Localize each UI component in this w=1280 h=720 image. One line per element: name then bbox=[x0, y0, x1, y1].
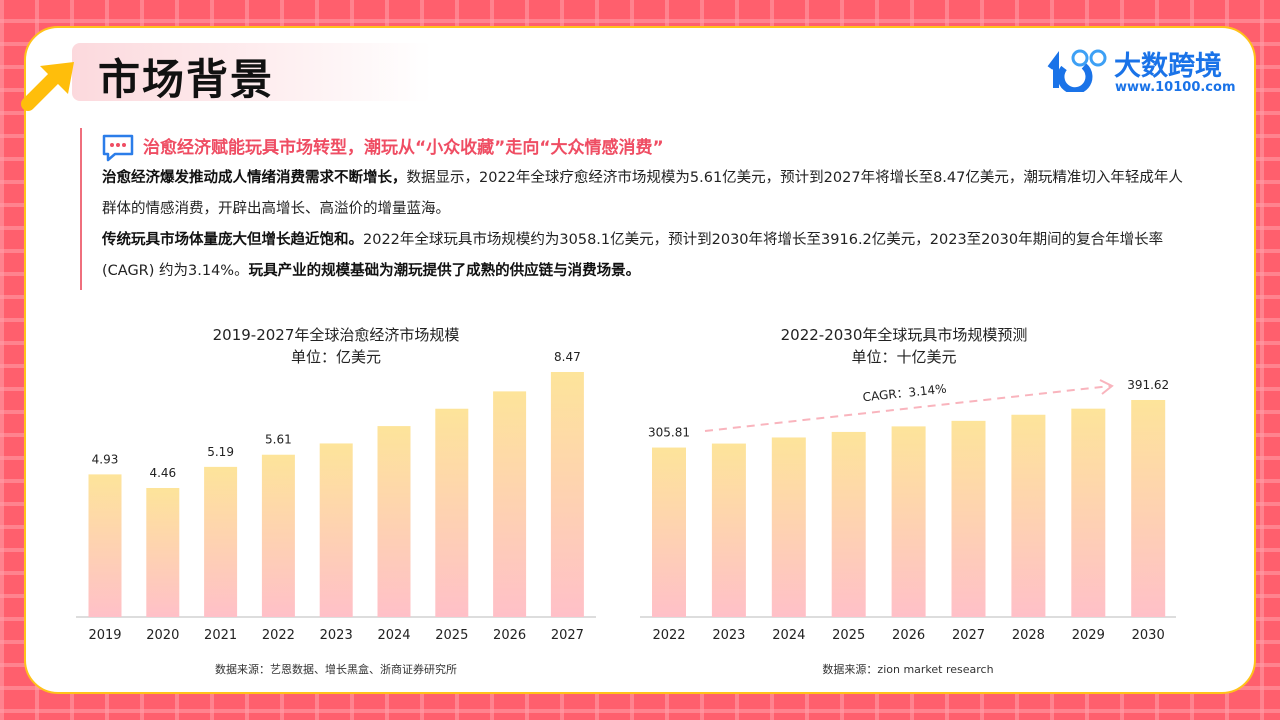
arrow-icon bbox=[21, 62, 74, 111]
chart2-title: 2022-2030年全球玩具市场规模预测 bbox=[781, 326, 1028, 344]
chart1-data-label: 4.93 bbox=[92, 452, 119, 466]
chart2-x-tick: 2022 bbox=[652, 628, 685, 643]
chart2-bar-2029 bbox=[1071, 408, 1106, 617]
chart1-bar-2022 bbox=[261, 454, 295, 617]
chart2-x-tick: 2029 bbox=[1072, 628, 1105, 643]
chart2-x-tick: 2026 bbox=[892, 628, 925, 643]
chart1-data-label: 5.61 bbox=[265, 433, 292, 447]
chart2-bar-2026 bbox=[891, 426, 926, 617]
chart1-bar-2027 bbox=[550, 372, 584, 617]
chart2-source: 数据来源：zion market research bbox=[822, 662, 993, 676]
chart1-x-tick: 2019 bbox=[88, 628, 121, 643]
chart2-data-label: 305.81 bbox=[648, 426, 690, 440]
chart1-source: 数据来源：艺恩数据、增长黑盒、浙商证券研究所 bbox=[215, 662, 457, 676]
chart1-x-tick: 2022 bbox=[262, 628, 295, 643]
chart1-bar-2023 bbox=[319, 443, 353, 617]
chart2-bar-2027 bbox=[951, 420, 986, 617]
logo-mark-icon bbox=[1047, 49, 1107, 92]
chart1-bar-2024 bbox=[377, 426, 411, 617]
chart1-title: 2019-2027年全球治愈经济市场规模 bbox=[213, 326, 460, 344]
chart2-x-tick: 2025 bbox=[832, 628, 865, 643]
chart1-x-tick: 2023 bbox=[320, 628, 353, 643]
chart2-x-tick: 2030 bbox=[1132, 628, 1165, 643]
paragraph-1-text: 数据显示，2022年全球疗愈经济市场规模为5.61亿美元，预计到2027年将增长… bbox=[102, 170, 1183, 217]
chart1-bar-2019 bbox=[88, 474, 122, 617]
chart2-x-tick: 2028 bbox=[1012, 628, 1045, 643]
chart1-x-tick: 2021 bbox=[204, 628, 237, 643]
page-title: 市场背景 bbox=[98, 55, 275, 104]
chart2-x-tick: 2024 bbox=[772, 628, 805, 643]
chart2-bar-2024 bbox=[771, 437, 806, 617]
paragraph-1-bold: 治愈经济爆发推动成人情绪消费需求不断增长， bbox=[102, 170, 407, 186]
chart1-bar-2021 bbox=[204, 466, 238, 617]
cagr-trend-arrow bbox=[704, 385, 1111, 432]
cagr-label: CAGR：3.14% bbox=[862, 382, 947, 405]
paragraph-2-text: 2022年全球玩具市场规模约为3058.1亿美元，预计到2030年将增长至391… bbox=[102, 232, 1164, 279]
logo-text: 大数跨境 bbox=[1114, 51, 1222, 82]
title-banner bbox=[72, 43, 432, 101]
section-subtitle: 治愈经济赋能玩具市场转型，潮玩从“小众收藏”走向“大众情感消费” bbox=[143, 138, 664, 158]
chart2-bar-2030 bbox=[1131, 400, 1166, 617]
chart1-unit: 单位：亿美元 bbox=[291, 348, 381, 366]
chart1-bar-2026 bbox=[493, 391, 527, 617]
chart1-data-label: 4.46 bbox=[149, 466, 176, 480]
chart1-x-tick: 2027 bbox=[551, 628, 584, 643]
chart2-x-tick: 2027 bbox=[952, 628, 985, 643]
paragraph-2: 传统玩具市场体量庞大但增长趋近饱和。2022年全球玩具市场规模约为3058.1亿… bbox=[102, 225, 1192, 287]
chart2-unit: 单位：十亿美元 bbox=[851, 348, 956, 366]
chart1-x-tick: 2020 bbox=[146, 628, 179, 643]
chart2-bar-2025 bbox=[831, 431, 866, 617]
chart1-x-tick: 2025 bbox=[435, 628, 468, 643]
paragraph-1: 治愈经济爆发推动成人情绪消费需求不断增长，数据显示，2022年全球疗愈经济市场规… bbox=[102, 163, 1192, 225]
chart2-data-label: 391.62 bbox=[1127, 378, 1169, 392]
paragraph-2-bold-end: 玩具产业的规模基础为潮玩提供了成熟的供应链与消费场景。 bbox=[248, 263, 641, 279]
logo-url: www.10100.com bbox=[1115, 80, 1236, 95]
chart1-data-label: 8.47 bbox=[554, 350, 581, 364]
chart2-bar-2022 bbox=[652, 447, 686, 617]
chart1-x-tick: 2026 bbox=[493, 628, 526, 643]
chart2-x-tick: 2023 bbox=[712, 628, 745, 643]
chart1-bar-2025 bbox=[435, 408, 469, 617]
chat-bubble-icon bbox=[102, 134, 134, 162]
chart1-bar-2020 bbox=[146, 487, 180, 617]
chart1-x-tick: 2024 bbox=[377, 628, 410, 643]
paragraph-2-bold: 传统玩具市场体量庞大但增长趋近饱和。 bbox=[102, 232, 363, 248]
chart2-bar-2023 bbox=[711, 443, 746, 617]
cagr-arrowhead-icon bbox=[1099, 379, 1114, 395]
accent-divider bbox=[80, 128, 82, 290]
chart2-bar-2028 bbox=[1011, 414, 1046, 617]
chart1-data-label: 5.19 bbox=[207, 445, 234, 459]
